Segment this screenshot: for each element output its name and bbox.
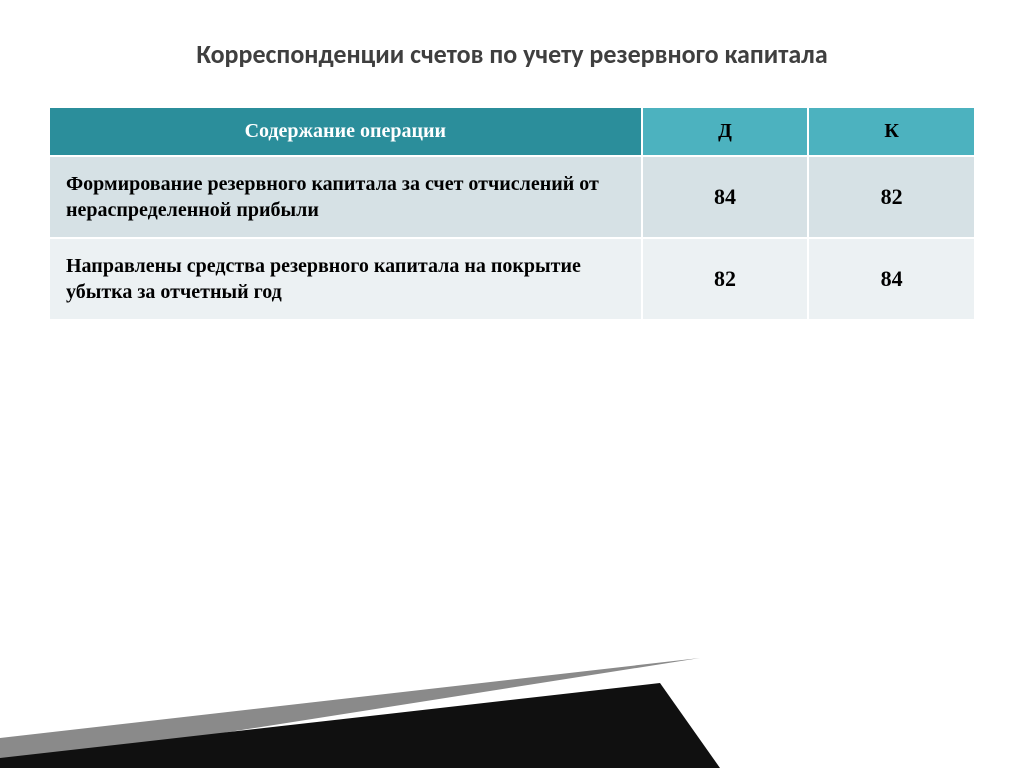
accounts-table: Содержание операции Д К Формирование рез… [48,106,976,321]
cell-operation: Направлены средства резервного капитала … [49,238,642,320]
table-row: Формирование резервного капитала за счет… [49,156,975,238]
col-header-debit: Д [642,107,809,156]
accounts-table-wrap: Содержание операции Д К Формирование рез… [0,106,1024,321]
page-title: Корреспонденции счетов по учету резервно… [0,0,1024,106]
cell-credit: 82 [808,156,975,238]
decorative-wedge [0,628,1024,768]
table-header-row: Содержание операции Д К [49,107,975,156]
cell-debit: 84 [642,156,809,238]
cell-operation: Формирование резервного капитала за счет… [49,156,642,238]
col-header-operation: Содержание операции [49,107,642,156]
col-header-credit: К [808,107,975,156]
cell-debit: 82 [642,238,809,320]
table-row: Направлены средства резервного капитала … [49,238,975,320]
cell-credit: 84 [808,238,975,320]
